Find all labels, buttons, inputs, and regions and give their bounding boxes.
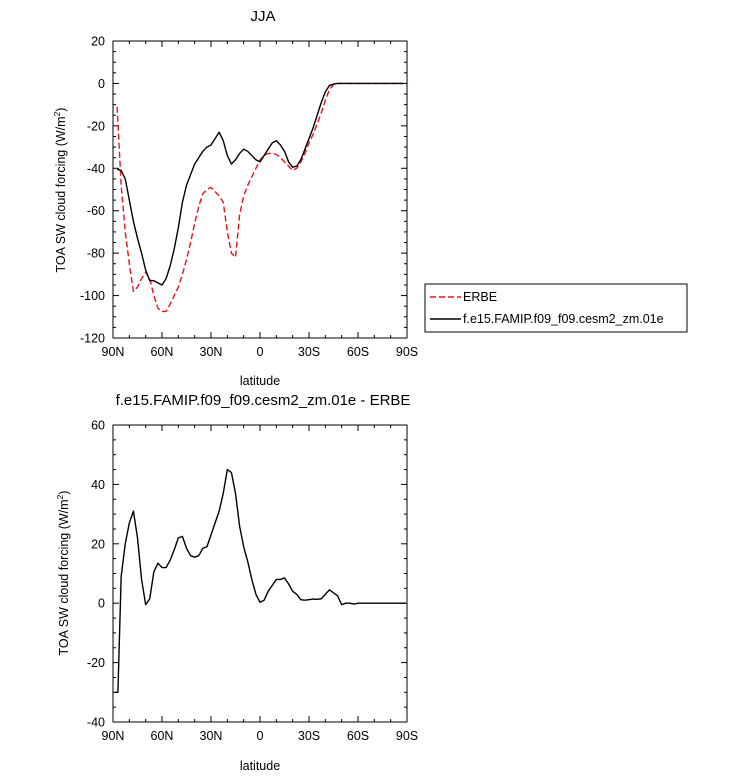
bottom-y-axis-label-close: ) [57, 491, 71, 495]
bottom-y-tick-label: -20 [87, 656, 105, 670]
bottom-series-line-difference [114, 468, 406, 693]
bottom-x-tick-label: 60N [151, 729, 174, 743]
bottom-series [114, 468, 406, 693]
top-y-tick-label: 0 [98, 77, 105, 91]
top-y-axis-label-superscript: 2 [52, 111, 62, 116]
top-y-tick-label: -60 [87, 204, 105, 218]
top-y-tick-label: -100 [80, 289, 105, 303]
top-x-tick-label: 0 [257, 345, 264, 359]
bottom-y-tick-label: 0 [98, 597, 105, 611]
legend: ERBE f.e15.FAMIP.f09_f09.cesm2_zm.01e [424, 283, 688, 333]
top-y-axis-label: TOA SW cloud forcing (W/m2) [52, 108, 68, 273]
bottom-y-axis-label: TOA SW cloud forcing (W/m2) [55, 491, 71, 656]
top-y-axis-label-close: ) [54, 108, 68, 112]
bottom-y-tick-label: 40 [91, 478, 105, 492]
bottom-panel: f.e15.FAMIP.f09_f09.cesm2_zm.01e - ERBE … [55, 392, 418, 773]
top-x-axis-label: latitude [240, 374, 280, 388]
top-y-axis-label-main: TOA SW cloud forcing (W/m [54, 116, 68, 272]
top-panel: JJA 90N 60N 30N 0 30S 60S 90S 20 0 -20 -40 -60 -80 -1… [52, 8, 688, 388]
top-y-tick-label: -80 [87, 247, 105, 261]
top-series-line-f-e15-famip-f09-f09-cesm2-zm-01e [116, 82, 403, 286]
bottom-y-tick-label: 60 [91, 419, 105, 433]
bottom-x-tick-label: 90N [102, 729, 125, 743]
bottom-x-axis-label: latitude [240, 759, 280, 773]
bottom-x-tick-label: 30S [298, 729, 320, 743]
legend-label-erbe: ERBE [463, 290, 497, 304]
top-y-tick-label: -120 [80, 332, 105, 346]
bottom-x-tick-label: 0 [257, 729, 264, 743]
top-y-tick-label: 20 [91, 35, 105, 49]
bottom-y-tick-label: -40 [87, 716, 105, 730]
bottom-y-axis-label-main: TOA SW cloud forcing (W/m [57, 499, 71, 655]
top-x-tick-label: 30S [298, 345, 320, 359]
bottom-chart-title: f.e15.FAMIP.f09_f09.cesm2_zm.01e - ERBE [116, 392, 411, 409]
top-x-tick-label: 60S [347, 345, 369, 359]
legend-box [424, 283, 688, 333]
top-ticks: 90N 60N 30N 0 30S 60S 90S 20 0 -20 -40 -60 -80 -100 -1… [80, 35, 418, 360]
top-y-tick-label: -20 [87, 119, 105, 133]
bottom-x-tick-label: 30N [200, 729, 223, 743]
legend-label-model: f.e15.FAMIP.f09_f09.cesm2_zm.01e [463, 312, 664, 326]
top-x-tick-label: 30N [200, 345, 223, 359]
top-plot-frame [112, 40, 408, 339]
bottom-plot-frame [112, 424, 408, 723]
top-series-line-erbe [116, 82, 403, 313]
top-x-tick-label: 90S [396, 345, 418, 359]
bottom-y-tick-label: 20 [91, 537, 105, 551]
top-series [116, 82, 403, 313]
bottom-x-tick-label: 60S [347, 729, 369, 743]
top-chart-title: JJA [250, 8, 275, 25]
top-x-tick-label: 90N [102, 345, 125, 359]
bottom-x-tick-label: 90S [396, 729, 418, 743]
bottom-y-axis-label-superscript: 2 [55, 494, 65, 499]
top-y-tick-label: -40 [87, 162, 105, 176]
top-x-tick-label: 60N [151, 345, 174, 359]
